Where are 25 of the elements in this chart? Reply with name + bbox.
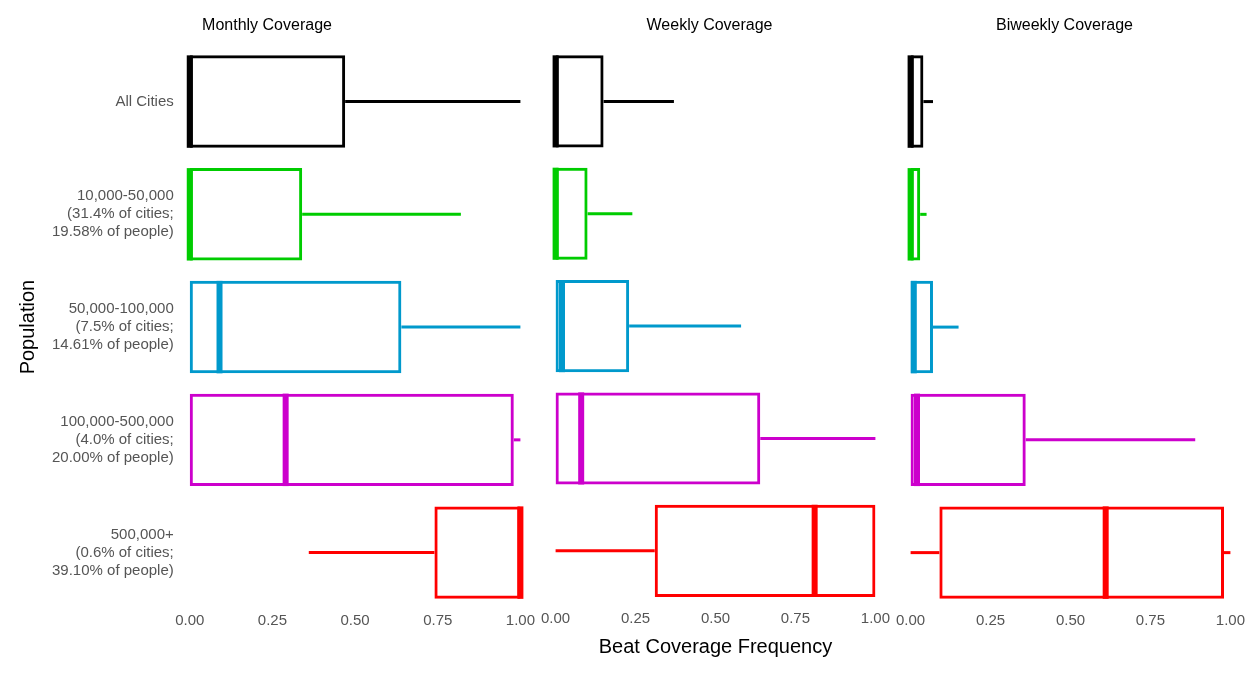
x-tick-label: 0.50 — [1055, 611, 1086, 629]
x-tick-label: 0.00 — [541, 609, 571, 627]
x-tick-label: 0.75 — [780, 609, 811, 627]
chart-title: Weekly Coverage — [646, 16, 773, 34]
x-tick-label: 0.00 — [175, 611, 205, 629]
y-tick-label: 100,000-500,000 (4.0% of cities; 20.00% of people) — [51, 412, 174, 465]
y-tick-label: All Cities — [115, 91, 174, 109]
x-tick-label: 0.50 — [700, 609, 731, 627]
x-tick-label: 0.75 — [423, 611, 453, 629]
chart-title: Monthly Coverage — [202, 16, 333, 34]
y-tick-label: 50,000-100,000 (7.5% of cities; 14.61% of people) — [51, 299, 174, 353]
x-tick-label: 0.00 — [896, 611, 926, 629]
x-tick-label: 1.00 — [1215, 611, 1245, 629]
x-tick-label: 0.25 — [257, 611, 288, 629]
y-tick-label: 10,000-50,000 (31.4% of cities; 19.58% of people) — [51, 186, 174, 240]
x-axis-title: Beat Coverage Frequency — [598, 634, 833, 657]
x-tick-label: 1.00 — [505, 611, 535, 629]
x-tick-label: 0.75 — [1135, 611, 1166, 629]
y-tick-label: 500,000+ (0.6% of cities; 39.10% of people) — [51, 524, 174, 578]
x-tick-label: 0.25 — [620, 609, 651, 627]
y-axis-title: Population — [15, 279, 38, 375]
x-tick-label: 0.25 — [975, 611, 1006, 629]
chart-title: Biweekly Coverage — [996, 16, 1134, 34]
x-tick-label: 1.00 — [860, 609, 890, 627]
x-tick-label: 0.50 — [340, 611, 370, 629]
